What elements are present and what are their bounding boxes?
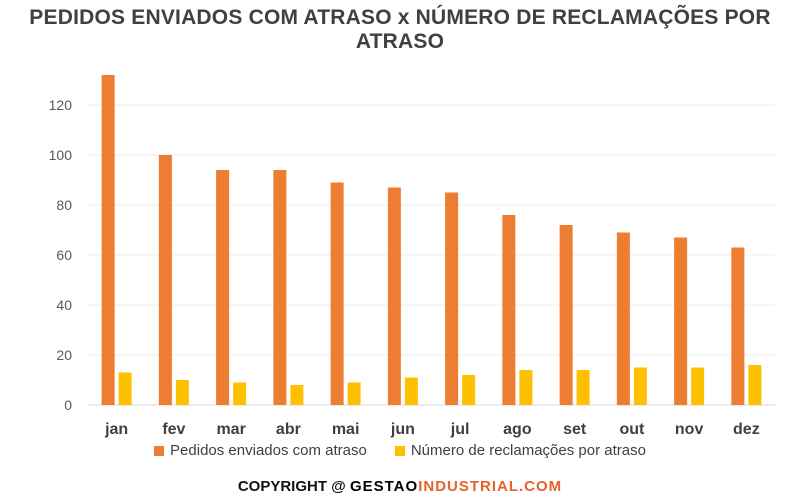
chart-title: PEDIDOS ENVIADOS COM ATRASO x NÚMERO DE … [29,6,771,53]
bar-reclamacoes-mai [347,382,361,405]
bar-pedidos-set [559,225,573,405]
bar-pedidos-jul [445,192,459,405]
legend-label-reclamacoes: Número de reclamações por atraso [410,442,646,459]
bars [101,75,762,405]
bar-pedidos-dez [731,247,745,405]
bar-reclamacoes-abr [290,385,304,405]
y-tick-label: 80 [56,197,72,213]
bar-pedidos-jun [387,187,401,405]
x-tick-label-jan: jan [104,421,128,438]
x-tick-label-jun: jun [390,421,415,438]
bar-reclamacoes-dez [748,365,762,405]
bar-reclamacoes-nov [691,367,705,405]
x-tick-label-abr: abr [276,421,301,438]
bar-reclamacoes-jun [404,377,418,405]
y-tick-label: 0 [64,397,72,413]
bar-reclamacoes-jan [118,372,132,405]
x-tick-label-out: out [619,421,645,438]
bar-reclamacoes-set [576,370,590,405]
bar-reclamacoes-ago [519,370,533,405]
bar-pedidos-mar [216,170,230,405]
legend-item-pedidos: Pedidos enviados com atraso [154,442,367,459]
bar-reclamacoes-fev [175,380,189,405]
legend: Pedidos enviados com atraso Número de re… [0,442,800,459]
y-tick-label: 120 [49,97,73,113]
bar-reclamacoes-out [633,367,647,405]
copyright-prefix: COPYRIGHT @ [237,478,346,495]
y-tick-label: 60 [56,247,72,263]
bar-pedidos-abr [273,170,287,405]
legend-label-pedidos: Pedidos enviados com atraso [170,442,367,459]
y-tick-label: 100 [49,147,73,163]
x-tick-label-mar: mar [216,421,245,438]
brand-gestao: GESTAO [349,478,419,495]
legend-swatch-pedidos [154,445,165,456]
copyright-footer: COPYRIGHT @ GESTAOINDUSTRIAL.COM [0,478,800,495]
y-tick-label: 20 [56,347,72,363]
x-tick-label-ago: ago [503,421,532,438]
bar-pedidos-nov [674,237,688,405]
bar-pedidos-mai [330,182,344,405]
brand-industrial: INDUSTRIAL.COM [418,478,563,495]
y-tick-label: 40 [56,297,72,313]
bar-reclamacoes-mar [233,382,247,405]
x-tick-label-nov: nov [675,421,704,438]
bar-pedidos-fev [158,155,172,405]
bar-pedidos-jan [101,75,115,405]
bar-pedidos-ago [502,215,516,405]
legend-item-reclamacoes: Número de reclamações por atraso [394,442,646,459]
x-tick-label-jul: jul [450,421,470,438]
x-tick-label-set: set [563,421,587,438]
legend-swatch-reclamacoes [394,445,405,456]
y-axis-ticks: 0 20 40 60 80 100 120 [49,97,73,413]
x-axis-labels: jan fev mar abr mai jun jul ago set out nov dez [104,421,760,438]
bar-reclamacoes-jul [462,375,476,405]
bar-pedidos-out [616,232,630,405]
gridlines [88,104,775,406]
x-tick-label-mai: mai [332,421,360,438]
x-tick-label-dez: dez [733,421,760,438]
x-tick-label-fev: fev [162,421,185,438]
